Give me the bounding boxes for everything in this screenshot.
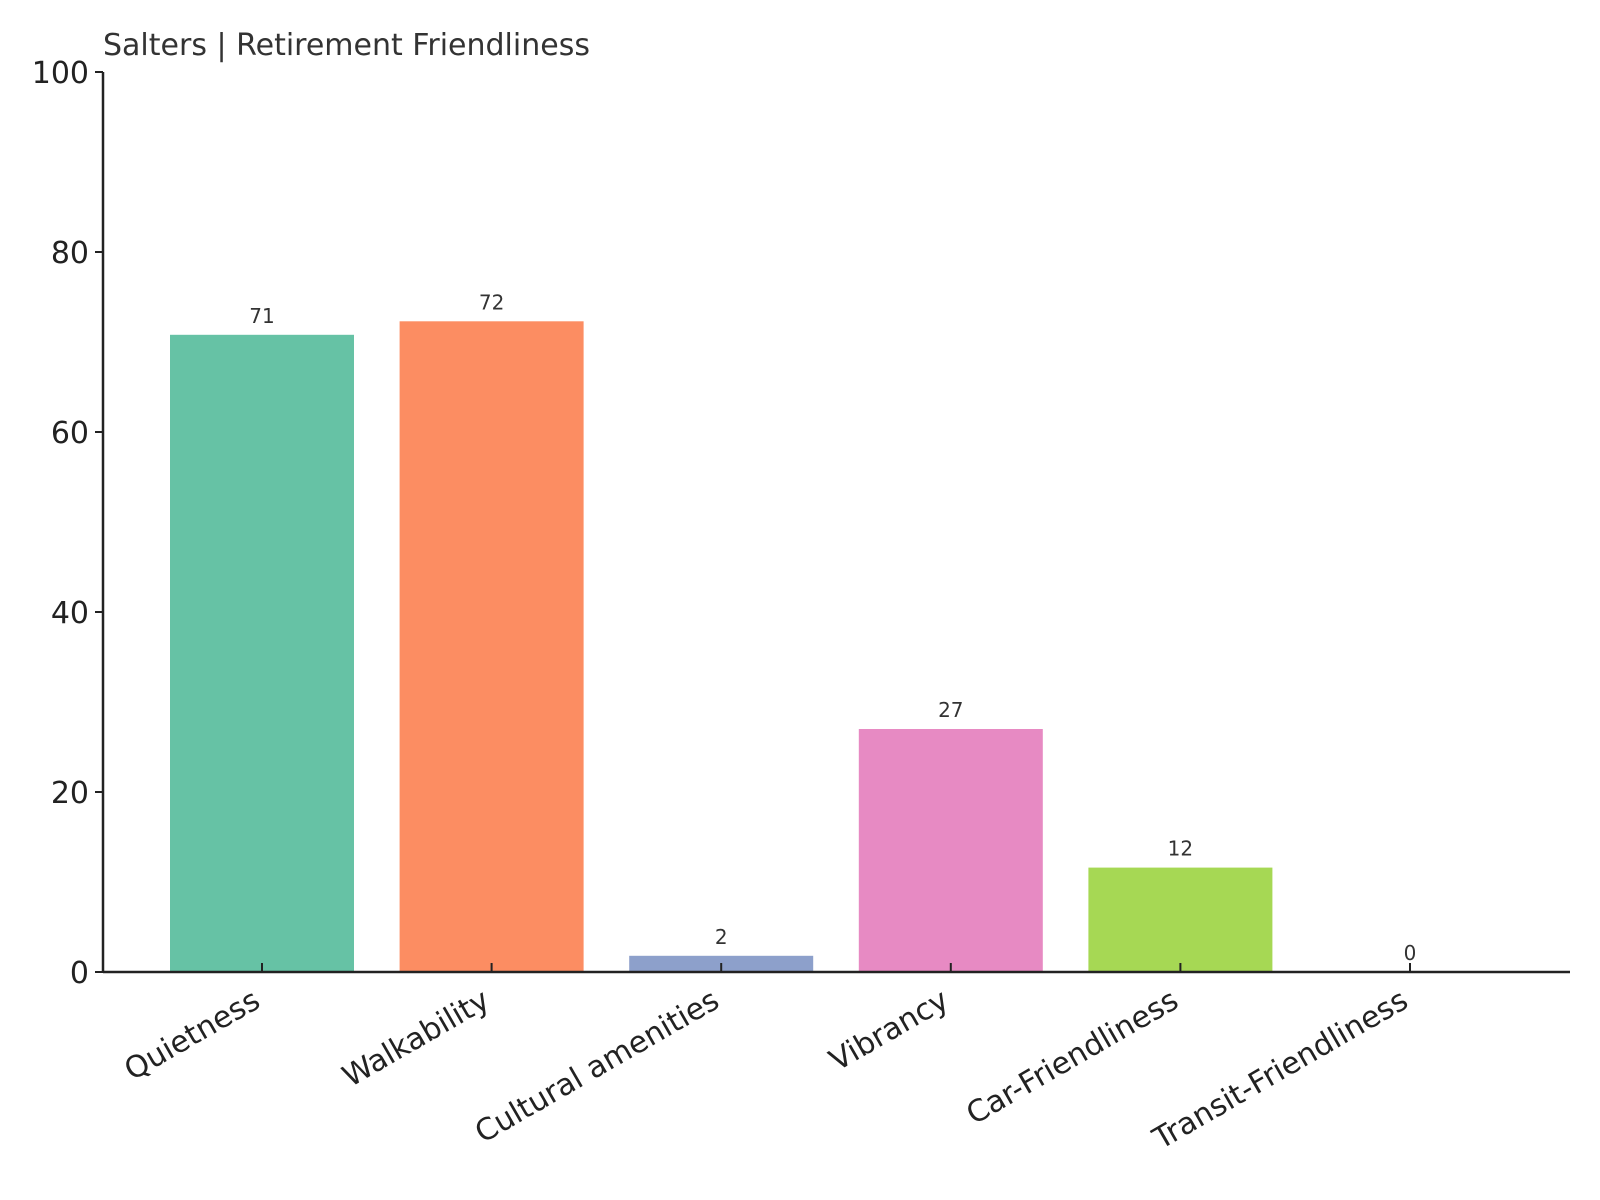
x-tick-label: Car-Friendliness xyxy=(961,983,1185,1132)
value-label: 27 xyxy=(938,698,963,722)
bar xyxy=(858,729,1043,972)
y-tick-label: 60 xyxy=(51,416,89,451)
y-tick-label: 80 xyxy=(51,236,89,271)
value-label: 0 xyxy=(1404,941,1417,965)
x-tick-label: Quietness xyxy=(119,983,266,1088)
value-label: 2 xyxy=(715,925,728,949)
x-tick-label: Walkability xyxy=(337,983,496,1095)
y-tick-label: 40 xyxy=(51,596,89,631)
value-label: 71 xyxy=(249,304,274,328)
bar xyxy=(399,321,584,972)
chart-title: Salters | Retirement Friendliness xyxy=(103,28,590,63)
value-label: 12 xyxy=(1168,837,1193,861)
bar xyxy=(1088,867,1273,972)
y-tick-label: 0 xyxy=(70,956,89,991)
y-tick-label: 20 xyxy=(51,776,89,811)
value-label: 72 xyxy=(479,290,504,314)
x-tick-label: Transit-Friendliness xyxy=(1146,983,1414,1158)
x-tick-label: Cultural amenities xyxy=(469,983,725,1151)
y-tick-label: 100 xyxy=(32,56,89,91)
x-tick-label: Vibrancy xyxy=(824,983,955,1079)
bar xyxy=(170,334,354,972)
